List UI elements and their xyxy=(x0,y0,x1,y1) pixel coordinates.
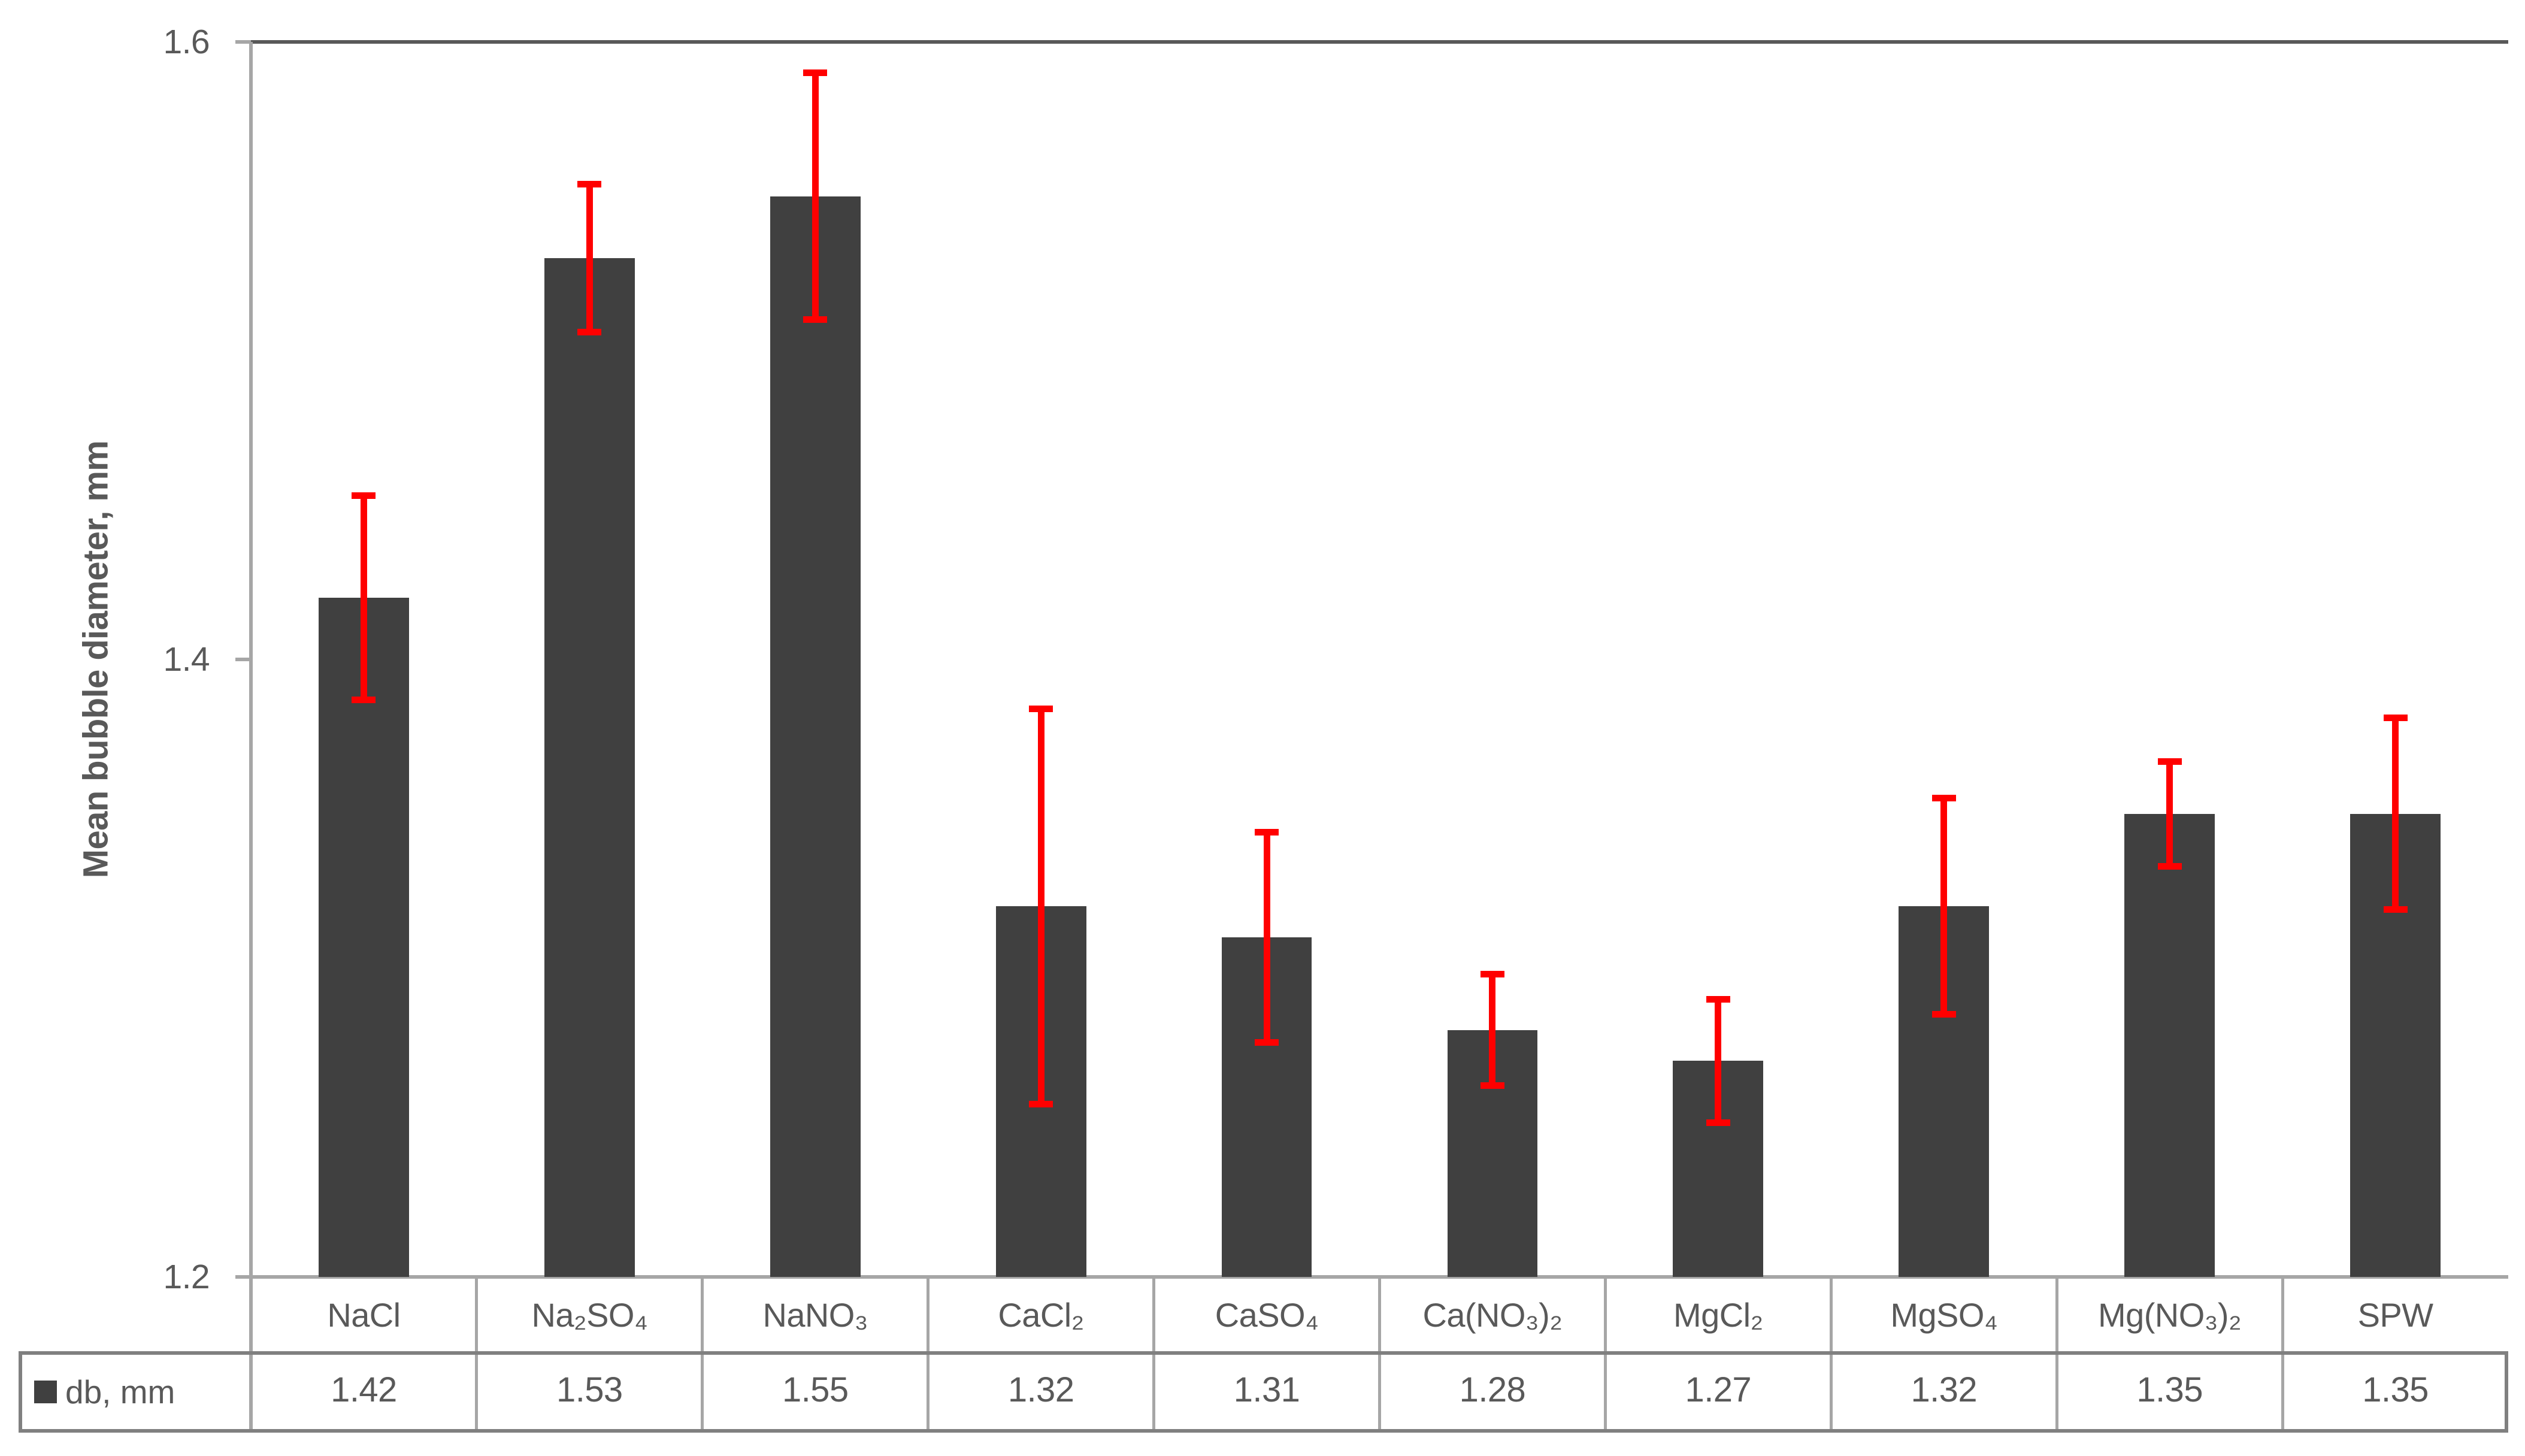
error-bar-line xyxy=(586,184,593,332)
error-bar-cap-top xyxy=(1480,971,1504,978)
error-bar-line xyxy=(1037,709,1044,1104)
category-label-MgSO₄: MgSO₄ xyxy=(1890,1296,1998,1334)
y-tick-label-1-2: 1.2 xyxy=(163,1258,210,1296)
error-bar-cap-top xyxy=(2157,758,2182,765)
error-bar-cap-bottom xyxy=(1480,1082,1504,1089)
plot-top-border xyxy=(251,40,2508,44)
table-value-Ca(NO₃)₂: 1.28 xyxy=(1459,1370,1526,1409)
y-tick-label-1-4: 1.4 xyxy=(163,640,210,679)
error-bar-cap-top xyxy=(803,69,828,77)
error-bar-line xyxy=(1940,798,1948,1015)
y-tick-mark xyxy=(235,658,251,661)
error-bar-cap-bottom xyxy=(577,329,602,336)
error-bar-cap-top xyxy=(352,492,376,500)
data-table-border xyxy=(19,1351,2508,1433)
bar-Mg(NO₃)₂ xyxy=(2124,813,2215,1277)
y-tick-label-1-6: 1.6 xyxy=(163,23,210,61)
error-bar-cap-bottom xyxy=(1931,1011,1956,1018)
category-label-Mg(NO₃)₂: Mg(NO₃)₂ xyxy=(2098,1296,2242,1334)
error-bar-cap-bottom xyxy=(803,316,828,323)
bar-NaCl xyxy=(319,597,409,1277)
category-label-NaCl: NaCl xyxy=(327,1296,401,1334)
bar-Na₂SO₄ xyxy=(544,258,635,1277)
y-tick-mark xyxy=(235,40,251,44)
legend-label: db, mm xyxy=(65,1373,175,1410)
table-value-CaSO₄: 1.31 xyxy=(1233,1370,1300,1409)
table-value-SPW: 1.35 xyxy=(2362,1370,2429,1409)
error-bar-cap-top xyxy=(577,180,602,187)
category-label-MgCl₂: MgCl₂ xyxy=(1673,1296,1763,1334)
error-bar-cap-top xyxy=(1255,829,1279,836)
legend-swatch-icon xyxy=(34,1381,57,1403)
category-label-Na₂SO₄: Na₂SO₄ xyxy=(531,1296,648,1334)
category-label-SPW: SPW xyxy=(2357,1296,2433,1334)
table-value-Mg(NO₃)₂: 1.35 xyxy=(2136,1370,2203,1409)
error-bar-line xyxy=(1263,832,1270,1043)
error-bar-line xyxy=(2166,761,2173,867)
table-value-NaCl: 1.42 xyxy=(331,1370,397,1409)
error-bar-cap-bottom xyxy=(352,696,376,703)
error-bar-cap-bottom xyxy=(2383,906,2408,913)
error-bar-line xyxy=(360,495,367,700)
error-bar-cap-bottom xyxy=(1029,1100,1053,1107)
table-value-NaNO₃: 1.55 xyxy=(782,1370,849,1409)
legend-cell: db, mm xyxy=(22,1357,247,1427)
error-bar-cap-bottom xyxy=(2157,862,2182,870)
category-label-CaSO₄: CaSO₄ xyxy=(1215,1296,1319,1334)
table-value-MgCl₂: 1.27 xyxy=(1685,1370,1752,1409)
error-bar-cap-bottom xyxy=(1255,1039,1279,1046)
error-bar-cap-top xyxy=(1931,795,1956,802)
error-bar-cap-top xyxy=(1029,705,1053,712)
table-value-CaCl₂: 1.32 xyxy=(1007,1370,1074,1409)
category-label-Ca(NO₃)₂: Ca(NO₃)₂ xyxy=(1422,1296,1563,1334)
category-label-CaCl₂: CaCl₂ xyxy=(998,1296,1084,1334)
x-axis-line xyxy=(235,1275,2508,1279)
table-value-MgSO₄: 1.32 xyxy=(1911,1370,1978,1409)
y-axis-line xyxy=(249,42,253,1431)
error-bar-line xyxy=(1715,999,1722,1123)
error-bar-line xyxy=(812,72,819,320)
category-label-NaNO₃: NaNO₃ xyxy=(762,1296,868,1334)
error-bar-cap-top xyxy=(1706,995,1730,1003)
error-bar-line xyxy=(1489,974,1496,1086)
error-bar-cap-top xyxy=(2383,715,2408,722)
error-bar-cap-bottom xyxy=(1706,1119,1730,1126)
table-value-Na₂SO₄: 1.53 xyxy=(556,1370,623,1409)
bar-NaNO₃ xyxy=(770,196,861,1277)
error-bar-line xyxy=(2392,718,2399,910)
